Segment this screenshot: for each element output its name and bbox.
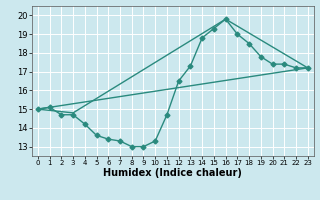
X-axis label: Humidex (Indice chaleur): Humidex (Indice chaleur) [103,168,242,178]
